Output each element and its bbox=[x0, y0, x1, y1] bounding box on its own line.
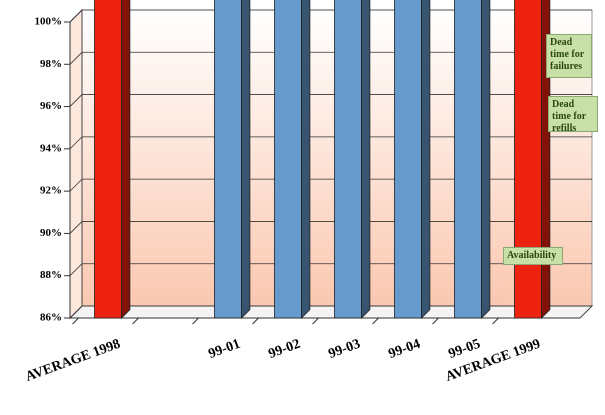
y-tick-label: 98% bbox=[40, 58, 62, 70]
x-tick bbox=[252, 317, 259, 325]
bar-segment bbox=[94, 0, 131, 319]
side-wall bbox=[69, 8, 83, 320]
bar-side bbox=[541, 0, 551, 319]
y-tick-label: 100% bbox=[35, 16, 63, 28]
x-tick bbox=[432, 317, 439, 325]
legend-item: Dead time for failures bbox=[546, 34, 592, 78]
x-tick bbox=[372, 317, 379, 325]
x-tick-label: AVERAGE 1998 bbox=[24, 337, 123, 385]
bar-side bbox=[421, 0, 431, 319]
x-tick bbox=[492, 317, 499, 325]
y-tick-label: 90% bbox=[40, 227, 62, 239]
x-tick-label: 99-03 bbox=[327, 337, 363, 362]
y-tick-label: 86% bbox=[40, 312, 62, 324]
legend-label: Dead time for refills bbox=[548, 96, 598, 132]
bar-side bbox=[241, 0, 251, 319]
bar-segment bbox=[454, 0, 491, 319]
bar-side bbox=[481, 0, 491, 319]
y-tick-label: 92% bbox=[40, 185, 62, 197]
x-tick-label: 99-02 bbox=[267, 337, 303, 362]
bar-side bbox=[301, 0, 311, 319]
legend-item: Dead time for refills bbox=[548, 96, 598, 132]
x-tick-label: 99-01 bbox=[207, 337, 243, 362]
bar-side bbox=[121, 0, 131, 319]
bar-segment bbox=[334, 0, 371, 319]
y-tick-label: 88% bbox=[40, 269, 62, 281]
floor bbox=[68, 305, 594, 319]
bar-front bbox=[514, 0, 542, 319]
y-tick-label: 94% bbox=[40, 142, 62, 154]
bar-segment bbox=[514, 0, 551, 319]
x-tick bbox=[312, 317, 319, 325]
y-tick-label: 96% bbox=[40, 100, 62, 112]
x-tick-label: 99-04 bbox=[387, 337, 423, 362]
bar-segment bbox=[394, 0, 431, 319]
bar-front bbox=[334, 0, 362, 319]
legend-label: Availability bbox=[503, 247, 563, 265]
x-tick bbox=[132, 317, 139, 325]
bar-front bbox=[214, 0, 242, 319]
legend-item: Availability bbox=[503, 247, 563, 265]
bar-segment bbox=[274, 0, 311, 319]
bar-front bbox=[94, 0, 122, 319]
bar-segment bbox=[214, 0, 251, 319]
bar-front bbox=[394, 0, 422, 319]
x-tick bbox=[72, 317, 79, 325]
x-tick bbox=[192, 317, 199, 325]
legend-label: Dead time for failures bbox=[546, 34, 592, 78]
bar-front bbox=[274, 0, 302, 319]
bar-front bbox=[454, 0, 482, 319]
bar-side bbox=[361, 0, 371, 319]
